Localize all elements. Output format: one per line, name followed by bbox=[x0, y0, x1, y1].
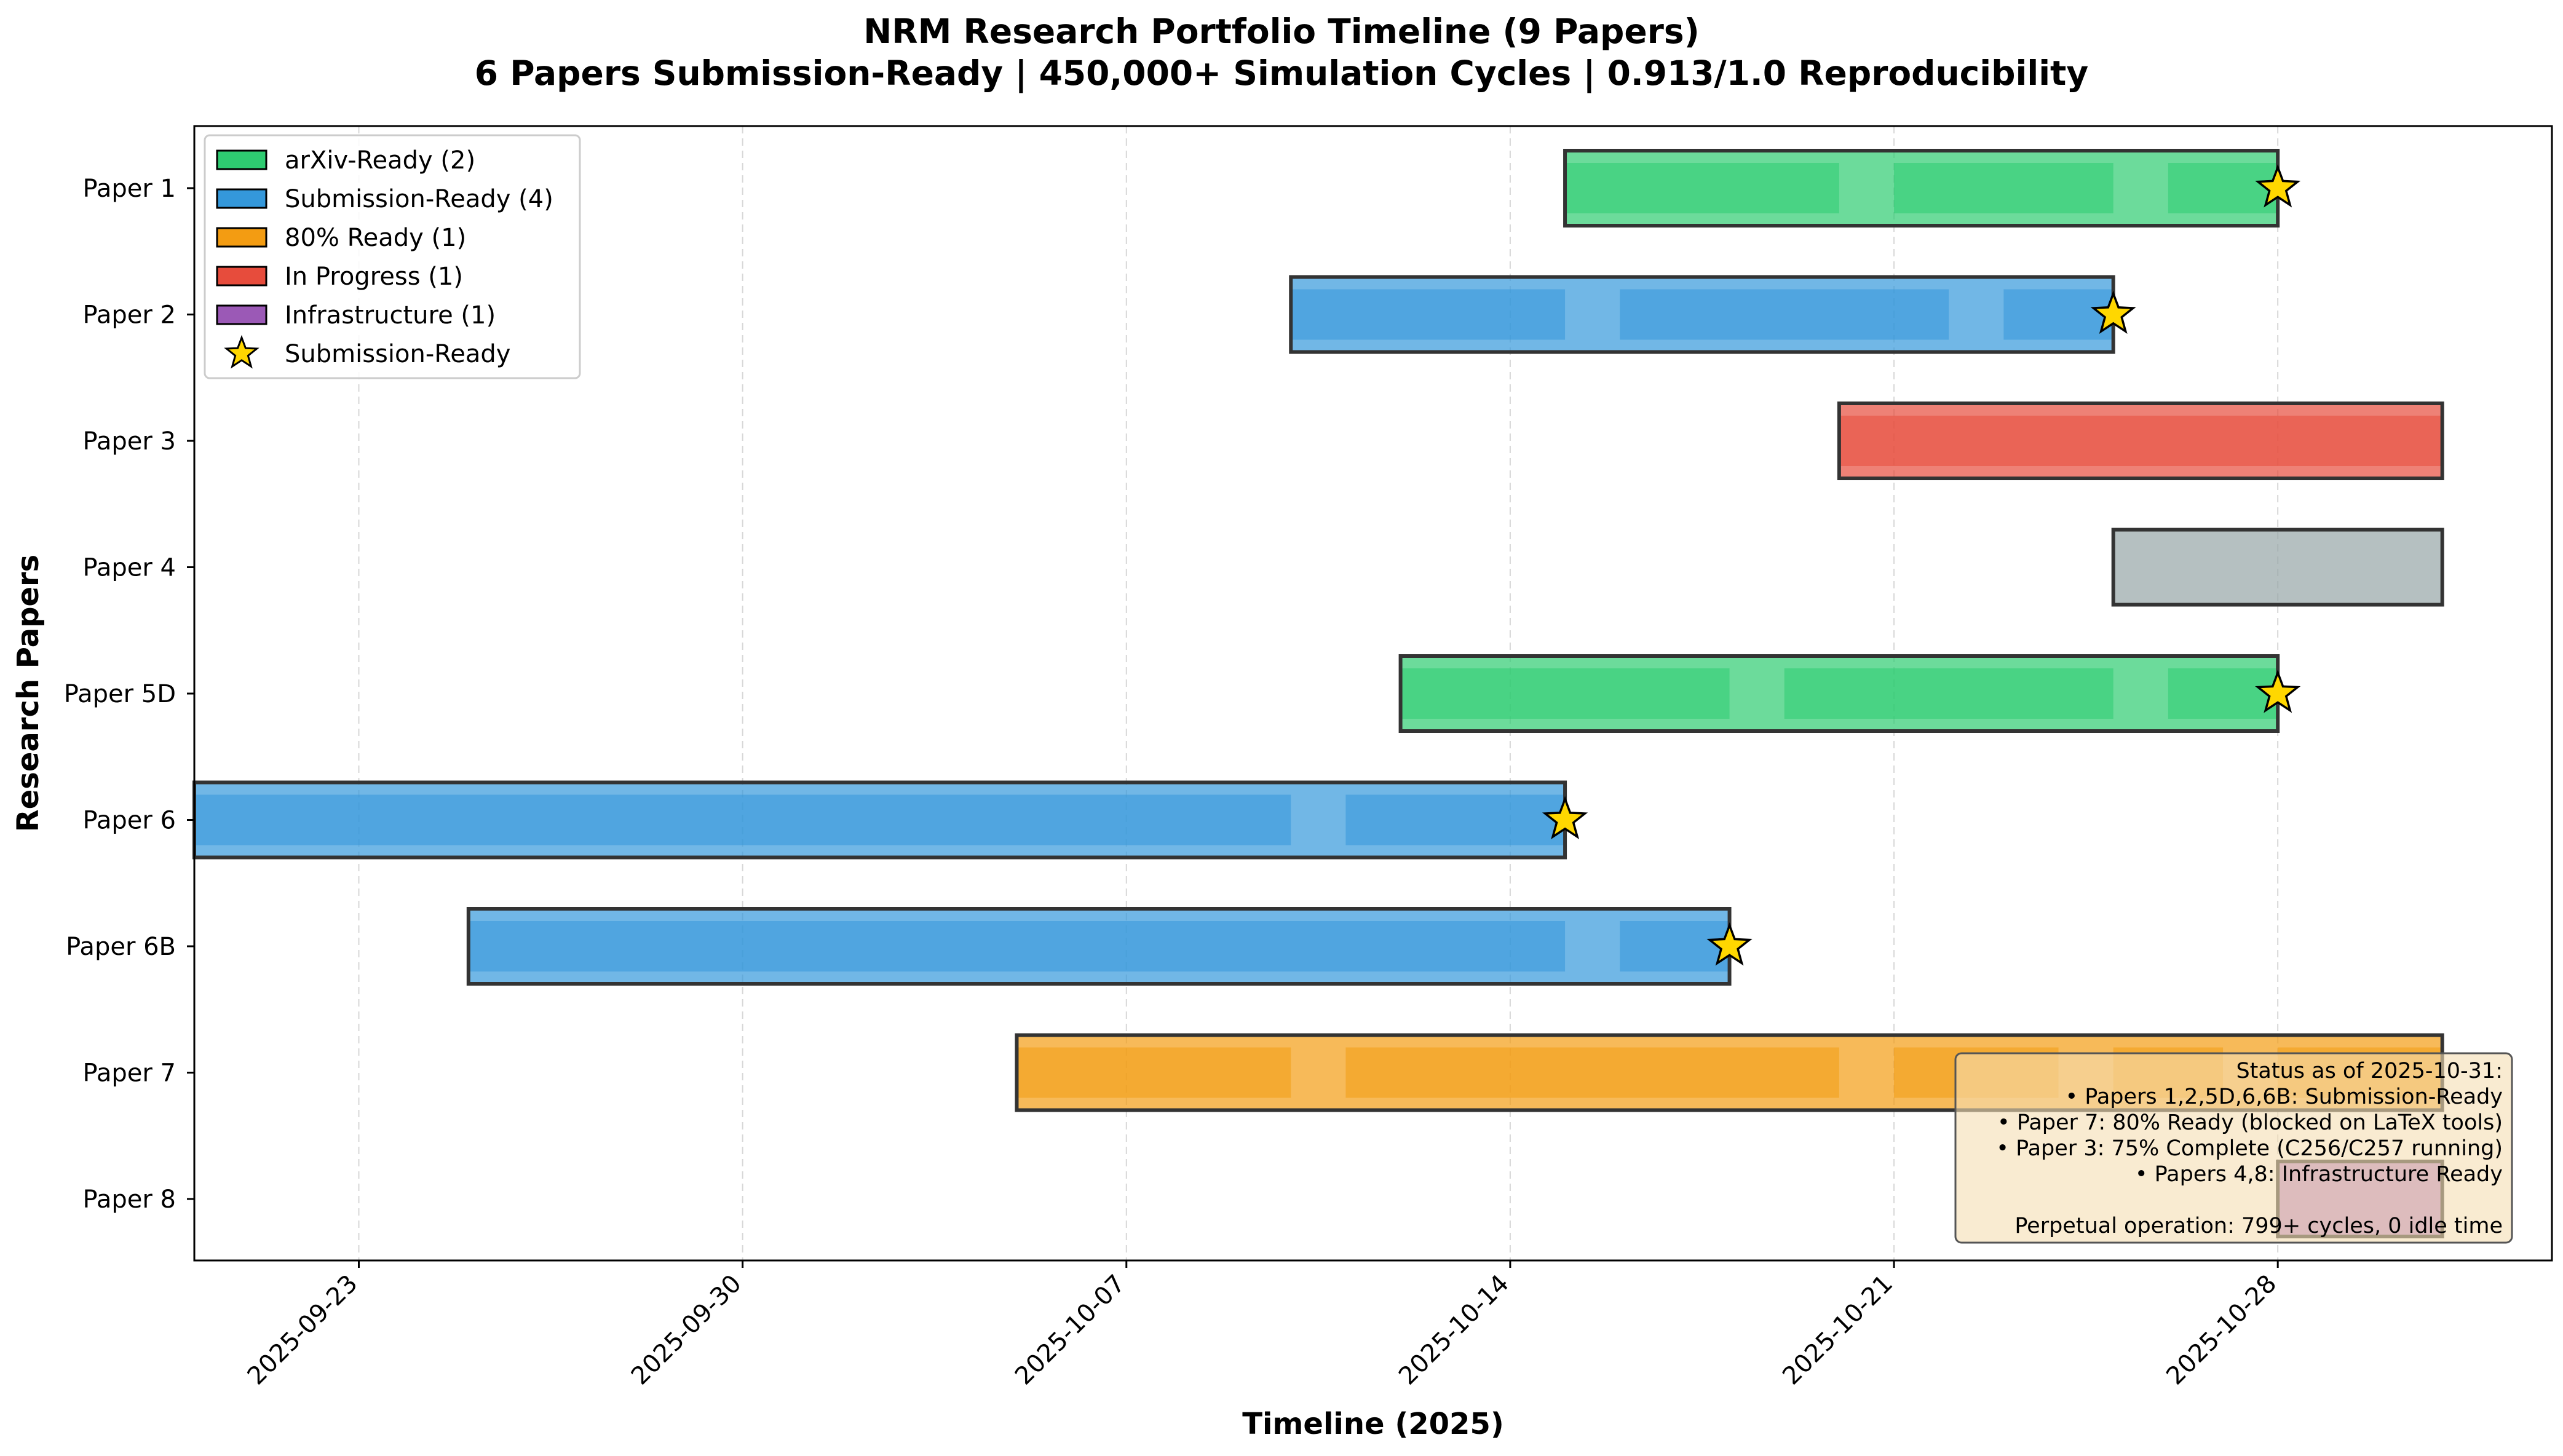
legend-swatch bbox=[216, 149, 267, 170]
bar-outline bbox=[2111, 528, 2444, 607]
annotation-line: • Paper 3: 75% Complete (C256/C257 runni… bbox=[1996, 1136, 2503, 1161]
legend-swatch bbox=[216, 227, 267, 248]
y-tick-label: Paper 6 bbox=[83, 807, 176, 835]
y-tick-label: Paper 1 bbox=[83, 175, 176, 203]
annotation-line: • Papers 1,2,5D,6,6B: Submission-Ready bbox=[2066, 1085, 2503, 1109]
y-tick-label: Paper 3 bbox=[83, 427, 176, 456]
annotation-line: • Papers 4,8: Infrastructure Ready bbox=[2135, 1162, 2503, 1187]
submission-ready-star bbox=[1542, 796, 1588, 840]
phase-segment bbox=[1839, 416, 2388, 466]
bar-paper-4 bbox=[2113, 529, 2442, 605]
annotation-line: Perpetual operation: 799+ cycles, 0 idle… bbox=[2014, 1214, 2503, 1238]
phase-segment bbox=[1291, 289, 1566, 340]
bar-outline bbox=[1837, 402, 2444, 480]
submission-ready-star bbox=[2090, 290, 2136, 334]
chart-title: NRM Research Portfolio Timeline (9 Paper… bbox=[863, 12, 1699, 51]
y-tick-label: Paper 8 bbox=[83, 1185, 176, 1214]
submission-ready-star bbox=[1706, 922, 1753, 966]
annotation-line: Status as of 2025-10-31: bbox=[2236, 1059, 2503, 1083]
phase-segment bbox=[1345, 1047, 1839, 1098]
phase-segment bbox=[2168, 668, 2278, 719]
phase-segment bbox=[1565, 163, 1839, 213]
legend-swatch bbox=[216, 266, 267, 287]
legend-star-marker bbox=[224, 334, 259, 369]
chart-subtitle: 6 Papers Submission-Ready | 450,000+ Sim… bbox=[475, 53, 2088, 93]
legend-label: In Progress (1) bbox=[285, 263, 463, 291]
legend: arXiv-Ready (2) Submission-Ready (4) 80% R… bbox=[204, 134, 581, 379]
legend-label: Infrastructure (1) bbox=[285, 301, 496, 330]
legend-label: Submission-Ready (4) bbox=[285, 185, 553, 213]
phase-segment bbox=[194, 794, 1291, 845]
legend-label: Submission-Ready bbox=[285, 340, 510, 368]
phase-segment bbox=[1894, 163, 2113, 213]
phase-segment bbox=[1620, 921, 1730, 971]
annotation-line: • Paper 7: 80% Ready (blocked on LaTeX t… bbox=[1997, 1110, 2503, 1135]
markers bbox=[1542, 164, 2301, 966]
submission-ready-star bbox=[2255, 670, 2301, 713]
y-tick-label: Paper 6B bbox=[66, 933, 176, 961]
y-tick-label: Paper 4 bbox=[83, 554, 176, 582]
phase-segment bbox=[1784, 668, 2113, 719]
y-tick-label: Paper 5D bbox=[64, 680, 176, 708]
legend-swatch bbox=[216, 188, 267, 209]
phase-segment bbox=[468, 921, 1566, 971]
status-annotation: Status as of 2025-10-31:• Papers 1,2,5D,… bbox=[1954, 1052, 2513, 1244]
y-axis-label: Research Papers bbox=[11, 555, 46, 832]
phase-segment bbox=[2387, 416, 2442, 466]
y-tick-label: Paper 7 bbox=[83, 1059, 176, 1088]
phase-segment bbox=[1016, 1047, 1291, 1098]
phase-segment bbox=[2003, 289, 2113, 340]
submission-ready-star bbox=[2255, 164, 2301, 208]
x-axis-label: Timeline (2025) bbox=[1242, 1407, 1504, 1441]
legend-swatch bbox=[216, 304, 267, 325]
phase-segment bbox=[1400, 668, 1730, 719]
phase-segment bbox=[1620, 289, 1949, 340]
phase-segment bbox=[2168, 163, 2278, 213]
legend-label: arXiv-Ready (2) bbox=[285, 146, 475, 175]
legend-label: 80% Ready (1) bbox=[285, 224, 466, 252]
legend-box bbox=[204, 134, 581, 379]
y-tick-label: Paper 2 bbox=[83, 301, 176, 330]
annotation-box bbox=[1954, 1052, 2513, 1244]
phase-segment bbox=[1345, 794, 1566, 845]
